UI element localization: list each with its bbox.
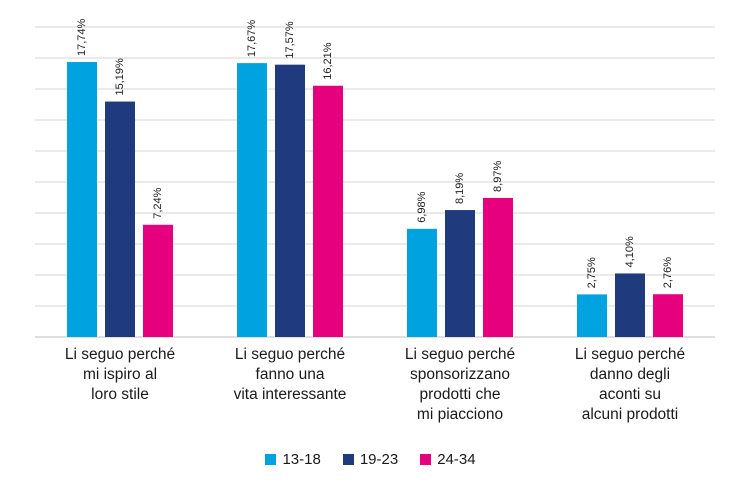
bar-19-23-0: [105, 101, 135, 338]
data-label: 2,76%: [662, 257, 674, 288]
data-label: 2,75%: [586, 257, 598, 288]
category-label: Li seguo perché mi ispiro al loro stile: [64, 346, 176, 403]
legend-label: 24-34: [437, 451, 476, 468]
legend-swatch: [265, 454, 277, 465]
bar-chart: 17,74% 15,19% 7,24% 17,67% 17,57% 16,21% 6,98%…: [35, 19, 715, 338]
bar-13-18-1: [237, 63, 267, 338]
bar-24-34-0: [143, 224, 173, 337]
bar-19-23-1: [275, 64, 305, 337]
data-label: 8,19%: [454, 173, 466, 204]
legend-item: 13-18: [265, 451, 321, 468]
bar-19-23-2: [445, 210, 475, 337]
bar-13-18-3: [577, 294, 607, 337]
data-label: 17,57%: [284, 21, 296, 59]
bar-13-18-2: [407, 228, 437, 337]
legend-label: 13-18: [282, 451, 321, 468]
data-label: 8,97%: [492, 161, 504, 192]
data-label: 7,24%: [152, 187, 164, 218]
category-label: Li seguo perché fanno una vita interessa…: [233, 346, 347, 403]
bar-24-34-3: [653, 294, 683, 337]
bar-24-34-1: [313, 85, 343, 338]
data-label: 4,10%: [624, 236, 636, 267]
data-label: 15,19%: [114, 58, 126, 96]
data-label: 17,74%: [76, 19, 88, 57]
category-label: Li seguo perché danno degli aconti su al…: [574, 346, 686, 423]
legend-item: 24-34: [420, 451, 476, 468]
bar-19-23-3: [615, 273, 645, 337]
legend-swatch: [420, 454, 432, 465]
legend-swatch: [342, 454, 354, 465]
data-label: 17,67%: [246, 20, 258, 58]
legend-label: 19-23: [359, 451, 399, 468]
category-label: Li seguo perché sponsorizzano prodotti c…: [404, 346, 516, 423]
legend: 13-18 19-23 24-34: [0, 451, 741, 468]
bar-13-18-0: [67, 62, 97, 337]
data-label: 6,98%: [416, 191, 428, 222]
legend-item: 19-23: [342, 451, 399, 468]
data-label: 16,21%: [322, 42, 334, 80]
chart-area: 17,74% 15,19% 7,24% 17,67% 17,57% 16,21% 6,98%…: [35, 19, 715, 423]
bar-24-34-2: [483, 197, 513, 337]
